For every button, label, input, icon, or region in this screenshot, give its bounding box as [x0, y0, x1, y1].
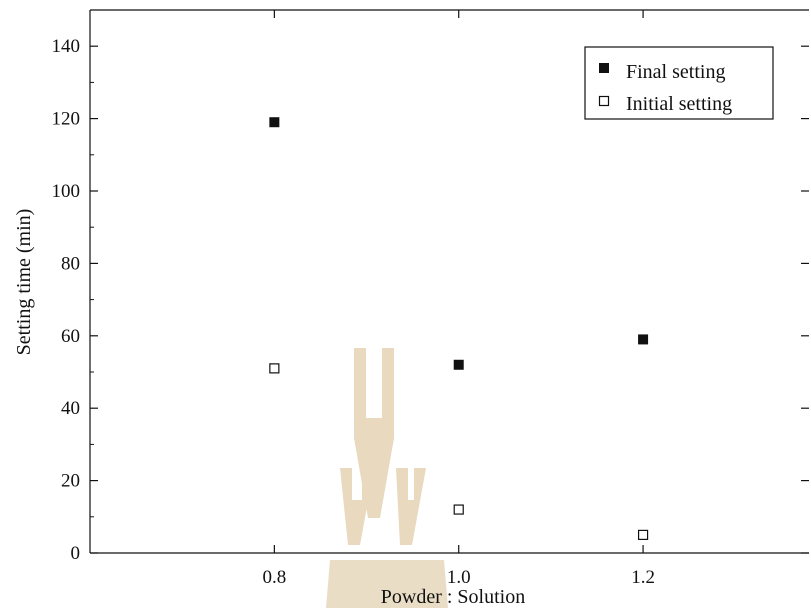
x-tick-label: 0.8 [262, 567, 286, 588]
university-seal-watermark-icon [326, 348, 448, 608]
legend-marker-final-setting [599, 63, 609, 73]
y-tick-label: 0 [71, 543, 81, 564]
legend: Final setting Initial setting [584, 46, 774, 120]
point-initial-setting [453, 504, 464, 515]
data-points [269, 117, 649, 541]
y-axis-ticks: 0 20 40 60 80 100 120 140 [52, 9, 809, 564]
y-axis-label: Setting time (min) [13, 209, 35, 356]
y-tick-label: 120 [52, 109, 81, 130]
watermark-left-pillar [340, 468, 374, 545]
x-tick-label: 1.0 [447, 567, 471, 588]
y-tick-label: 40 [61, 398, 80, 419]
y-tick-label: 100 [52, 181, 81, 202]
y-tick-label: 60 [61, 326, 80, 347]
point-initial-setting [269, 363, 280, 374]
y-tick-label: 80 [61, 253, 80, 274]
watermark-right-pillar [396, 468, 426, 545]
x-tick-label: 1.2 [631, 567, 655, 588]
y-tick-label: 20 [61, 471, 80, 492]
legend-box [584, 46, 774, 120]
watermark-base [326, 560, 448, 608]
point-final-setting [638, 334, 649, 345]
y-tick-label: 140 [52, 36, 81, 57]
watermark-center-pillar [354, 348, 394, 518]
point-initial-setting [637, 529, 649, 541]
legend-label-final-setting: Final setting [626, 61, 725, 83]
plot-frame [89, 9, 809, 554]
legend-marker-initial-setting [598, 95, 610, 107]
point-final-setting [453, 359, 464, 370]
point-final-setting [269, 117, 280, 128]
x-axis-label: Powder : Solution [381, 586, 525, 608]
x-axis-ticks: 0.8 1.0 1.2 [262, 10, 655, 588]
legend-label-initial-setting: Initial setting [626, 93, 732, 115]
